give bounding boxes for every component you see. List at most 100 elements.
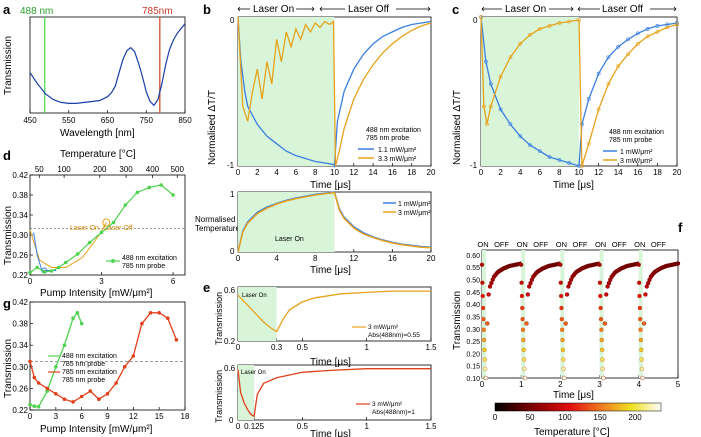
panel-g-legend-green-1: 488 nm excitation <box>62 353 117 360</box>
panel-g-series-1-point <box>32 375 37 380</box>
panel-c-series-1-point <box>580 164 584 168</box>
panel-b-series-line-1 <box>237 16 432 167</box>
panel-a-ylabel: Transmission <box>3 36 14 95</box>
panel-f-on-region <box>560 250 565 378</box>
panel-g-series-1-point <box>157 311 161 315</box>
panel-d-series-point <box>123 203 128 207</box>
panel-e-bottom-ylabel: Transmission <box>214 370 224 423</box>
panel-f-point <box>520 317 525 322</box>
panel-b2-xtick-label: 12 <box>349 254 358 263</box>
panel-d-series-point <box>28 270 32 275</box>
panel-d-laser-on: Laser On <box>70 225 99 232</box>
panel-f-point <box>519 280 524 285</box>
panel-e-bottom-xtick-label: 0.5 <box>297 422 309 431</box>
panel-b2-ytick-0: 1 <box>230 190 235 199</box>
panel-c-series-1-point <box>665 25 670 30</box>
panel-d-yticks: 0.42 0.38 0.34 0.30 0.26 0.22 <box>12 171 33 280</box>
panel-b-arrows <box>237 6 431 12</box>
panel-f-xtick-label: 3 <box>597 380 602 389</box>
panel-f-point <box>559 305 564 311</box>
panel-c-series-0-point <box>606 55 611 60</box>
panel-f-point <box>524 321 529 326</box>
panel-b2-ylabel-1: Normalised <box>195 215 235 224</box>
panel-c-xticks: 0 2 4 6 8 10 12 14 16 18 20 <box>479 163 682 177</box>
panel-g-xtick-label: 6 <box>79 412 84 421</box>
panel-c-ylabel: Normalised ΔT/T <box>452 90 463 165</box>
panel-c-series-1-point <box>484 122 489 127</box>
panel-f: f ON OFF ON OFF ON OFF ON OFF ON OFF Transmission… <box>452 220 683 437</box>
panel-c-xtick-label: 8 <box>557 168 562 177</box>
panel-f-colorbar-tick-label: 0 <box>493 413 498 422</box>
panel-g-series-1-point <box>105 392 110 396</box>
panel-c-xtick-label: 4 <box>518 168 523 177</box>
panel-e-bottom-laser-on: Laser On <box>241 370 266 376</box>
panel-c-series-1-point <box>616 64 621 69</box>
panel-g-series-0-point <box>32 404 37 409</box>
panel-c-series-1-point <box>606 82 611 86</box>
panel-f-point <box>560 347 566 353</box>
panel-b-xtick-label: 2 <box>255 168 260 177</box>
panel-c-series-1-point <box>626 52 630 57</box>
panel-e-top-xlabel: Time [μs] <box>310 357 351 368</box>
panel-a-xtick-label: 750 <box>140 116 154 125</box>
panel-b2: Normalised Temperature 1 0 Time [μs] 0 4 8… <box>195 190 436 276</box>
panel-g-series-0-point <box>62 343 67 348</box>
panel-f-colorbar <box>494 402 662 412</box>
panel-d-ytick-label: 0.30 <box>12 231 28 240</box>
panel-g-series-1-point <box>62 397 67 402</box>
panel-e-bottom-laser-on-region <box>238 365 255 420</box>
panel-f-point <box>561 366 566 371</box>
panel-g-series-1-point <box>140 321 144 326</box>
panel-f-onoff-label: OFF <box>573 240 588 249</box>
panel-b-legend-0: 1.1 mW/μm² <box>378 147 417 154</box>
panel-b-ytick-1: -1 <box>227 161 235 170</box>
panel-g: g Transmission Pump Intensity [mW/μm²] 0… <box>3 296 190 435</box>
panel-f-colorbar-tick-label: 50 <box>526 413 535 422</box>
panel-f-ytick-label: 0.35 <box>466 314 480 321</box>
panel-b-xlabel: Time [μs] <box>310 180 351 191</box>
panel-f-point <box>481 327 486 332</box>
panel-b2-legend-1: 3 mW/μm² <box>398 210 431 217</box>
panel-f-ytick-label: 0.20 <box>466 351 480 358</box>
panel-f-onoff-label: OFF <box>612 240 627 249</box>
panel-g-legend-green-2: 785 nm probe <box>62 361 105 368</box>
panel-c-series-0-point <box>567 161 572 165</box>
panel-c-series-1-point <box>675 22 679 27</box>
panel-f-point <box>637 280 642 285</box>
panel-d-blue-path <box>33 232 57 271</box>
panel-f-ytick-label: 0.40 <box>466 302 480 309</box>
panel-f-onoff-label: ON <box>595 240 606 249</box>
panel-g-series-1-point <box>131 354 136 358</box>
panel-f-point <box>563 321 568 326</box>
panel-d-letter: d <box>3 148 11 163</box>
panel-g-series-1-point <box>71 400 75 404</box>
panel-g-xtick-label: 3 <box>54 412 59 421</box>
panel-e-bottom-xtick-label: 1.5 <box>425 422 437 431</box>
panel-b2-laser-on: Laser On <box>275 236 304 243</box>
panel-f-point <box>558 293 564 299</box>
panel-f-point <box>639 347 644 353</box>
panel-c-xtick-label: 12 <box>594 168 603 177</box>
panel-b-laser-off: Laser Off <box>348 4 389 15</box>
panel-c-xtick-label: 10 <box>575 168 584 177</box>
panel-f-point <box>599 327 604 332</box>
panel-f-point <box>597 280 603 285</box>
panel-f-point <box>560 337 565 343</box>
panel-e-top-plot <box>237 287 431 341</box>
panel-g-series-0-point <box>28 402 32 407</box>
panel-e-bottom-series-line <box>237 368 431 418</box>
panel-c-series-1-point <box>488 104 493 109</box>
panel-f-point <box>519 293 525 299</box>
panel-f-point <box>600 357 605 362</box>
panel-d-xtick-label: 0 <box>28 277 33 286</box>
panel-c-xlabel: Time [μs] <box>553 180 594 191</box>
panel-f-point <box>525 292 530 297</box>
panel-d-series-point <box>42 270 47 274</box>
panel-c-series-0-point <box>616 44 621 49</box>
panel-c-note1: 488 nm excitation <box>609 129 664 136</box>
panel-g-series-0-point <box>54 365 58 369</box>
panel-c-xtick-label: 2 <box>498 168 503 177</box>
panel-f-xtick-label: 0 <box>480 380 485 389</box>
panel-b2-ytick-1: 0 <box>230 247 235 256</box>
panel-d-xtick-label: 3 <box>99 277 104 286</box>
